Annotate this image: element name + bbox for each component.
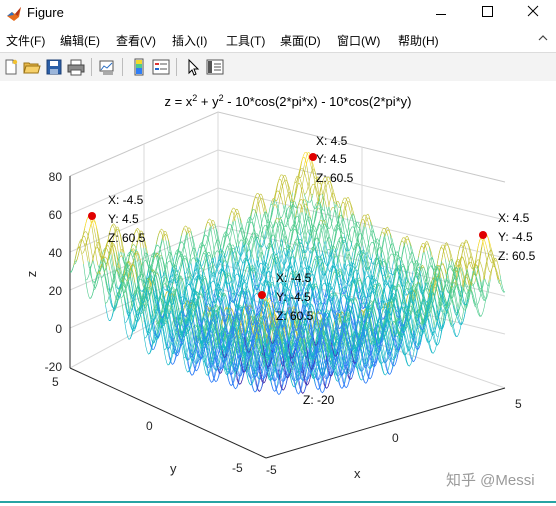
mesh-line (434, 327, 438, 337)
mesh-line (233, 209, 240, 222)
mesh-line (221, 232, 231, 248)
z-tick-label: -20 (45, 360, 63, 374)
mesh-line (70, 265, 74, 272)
menu-help[interactable]: 帮助(H) (398, 32, 439, 49)
z-tick-label: 20 (49, 284, 63, 298)
link-figure-icon[interactable] (98, 58, 116, 76)
datatip-x: X: 4.5 (498, 211, 530, 225)
z-tick-label: 0 (55, 322, 62, 336)
datatip-z: Z: 60.5 (498, 249, 536, 263)
mesh-line (316, 286, 318, 287)
insert-legend-icon[interactable] (152, 58, 170, 76)
edit-plot-icon[interactable] (184, 58, 202, 76)
x-tick-label: 5 (515, 397, 522, 411)
mesh-line (166, 232, 182, 266)
figure-toolbar (0, 52, 556, 82)
property-inspector-icon[interactable] (206, 58, 224, 76)
datatip-marker[interactable] (479, 231, 487, 239)
y-tick-label: 0 (146, 419, 153, 433)
datatip-y: Y: 4.5 (108, 212, 139, 226)
plot-title: z = x2 + y2 - 10*cos(2*pi*x) - 10*cos(2*… (164, 93, 411, 109)
y-tick-label: -5 (232, 461, 243, 475)
close-icon (510, 0, 556, 28)
mesh-line (101, 274, 106, 305)
mesh-line (272, 285, 274, 286)
title-bar: Figure (0, 0, 556, 28)
matlab-logo-icon (6, 6, 22, 22)
menu-bar: 文件(F) 编辑(E) 查看(V) 插入(I) 工具(T) 桌面(D) 窗口(W… (0, 28, 556, 52)
datatip-y: Y: -4.5 (498, 230, 533, 244)
z-axis-label: z (24, 271, 39, 278)
datatip-z: Z: 60.5 (108, 231, 146, 245)
toolbar-separator (122, 58, 123, 76)
z-tick-label: 60 (49, 208, 63, 222)
maximize-icon (464, 0, 510, 28)
menu-edit[interactable]: 编辑(E) (60, 32, 100, 49)
menu-insert[interactable]: 插入(I) (172, 32, 207, 49)
y-axis-label: y (170, 461, 177, 476)
x-tick-label: 0 (392, 431, 399, 445)
menu-file[interactable]: 文件(F) (6, 32, 45, 49)
datatip-z: Z: 60.5 (316, 171, 354, 185)
z-axis: 80 60 40 20 0 -20 z (24, 170, 62, 374)
minimize-button[interactable] (418, 0, 464, 28)
menu-desktop[interactable]: 桌面(D) (280, 32, 321, 49)
plot-area[interactable]: z = x2 + y2 - 10*cos(2*pi*x) - 10*cos(2*… (0, 81, 556, 501)
minimize-icon (418, 0, 464, 28)
mesh-line (438, 245, 450, 264)
save-icon[interactable] (45, 58, 63, 76)
mesh-line (352, 347, 358, 378)
datatip-x: X: -4.5 (108, 193, 144, 207)
menu-view[interactable]: 查看(V) (116, 32, 156, 49)
window-title: Figure (27, 5, 64, 20)
dock-arrow-icon[interactable] (538, 33, 548, 43)
mesh-line (265, 246, 266, 249)
z-tick-label: 80 (49, 170, 63, 184)
new-figure-icon[interactable] (2, 58, 20, 76)
datatip-y: Y: -4.5 (276, 290, 311, 304)
datatip-y: Y: 4.5 (316, 152, 347, 166)
mesh-line (386, 276, 390, 281)
mesh-line (442, 245, 454, 264)
datatip-x: X: -4.5 (276, 271, 312, 285)
datatip-x: X: 4.5 (316, 134, 348, 148)
y-tick-label: 5 (52, 375, 59, 389)
mesh-line (426, 324, 433, 353)
print-icon[interactable] (67, 58, 85, 76)
datatip-marker[interactable] (258, 291, 266, 299)
figure-canvas[interactable]: z = x2 + y2 - 10*cos(2*pi*x) - 10*cos(2*… (0, 81, 556, 501)
insert-colorbar-icon[interactable] (130, 58, 148, 76)
mesh-line (120, 256, 123, 258)
mesh-line (500, 275, 505, 292)
maximize-button[interactable] (464, 0, 510, 28)
mesh-line (327, 310, 329, 311)
close-button[interactable] (510, 0, 556, 28)
mesh-line (252, 213, 256, 220)
mesh-line (238, 208, 253, 239)
menu-window[interactable]: 窗口(W) (337, 32, 380, 49)
mesh-line (106, 305, 113, 321)
datatip-marker[interactable] (88, 212, 96, 220)
toolbar-separator (176, 58, 177, 76)
datatip-bottom-note: Z: -20 (303, 393, 335, 407)
mesh-line (464, 290, 467, 294)
datatip[interactable]: X: -4.5 Y: 4.5 Z: 60.5 (88, 193, 146, 245)
toolbar-separator (91, 58, 92, 76)
watermark: 知乎 @Messi (446, 472, 535, 489)
x-axis: -5 0 5 x (266, 397, 522, 481)
datatip-z: Z: 60.5 (276, 309, 314, 323)
x-axis-label: x (354, 466, 361, 481)
open-file-icon[interactable] (23, 58, 41, 76)
datatip[interactable]: X: 4.5 Y: 4.5 Z: 60.5 (309, 134, 354, 185)
menu-tools[interactable]: 工具(T) (226, 32, 265, 49)
mesh-line (329, 194, 336, 207)
z-tick-label: 40 (49, 246, 63, 260)
y-axis: 5 0 -5 y (52, 375, 243, 476)
x-tick-label: -5 (266, 463, 277, 477)
